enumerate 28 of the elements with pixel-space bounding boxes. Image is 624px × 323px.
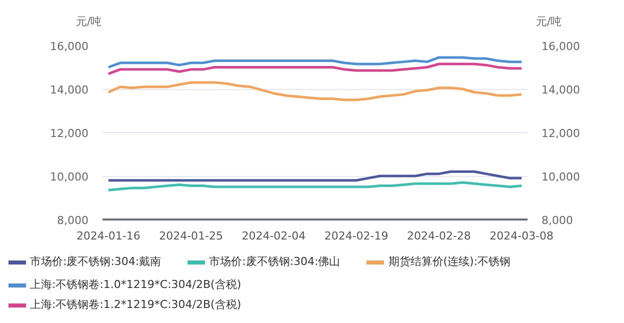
line-series	[107, 56, 523, 68]
legend-label: 上海:不锈钢卷:1.0*1219*C:304/2B(含税)	[30, 277, 242, 292]
line-series	[107, 181, 523, 192]
x-tick-label: 2024-02-04	[242, 230, 306, 242]
legend-label: 市场价:废不锈钢:304:佛山	[209, 254, 340, 269]
line-series	[107, 62, 523, 76]
x-tick-label: 2024-02-28	[406, 230, 471, 242]
y2-tick-label: 16,000	[542, 40, 580, 53]
y-tick-label: 14,000	[50, 84, 89, 96]
x-tick-label: 2024-02-19	[324, 230, 388, 242]
y-tick-label: 16,000	[50, 40, 89, 53]
y-tick-label: 12,000	[50, 127, 89, 140]
y2-tick-label: 14,000	[542, 84, 580, 96]
line-series	[107, 81, 523, 102]
x-tick-label: 2024-01-25	[159, 230, 224, 242]
line-series	[107, 170, 523, 182]
x-tick-label: 2024-03-08	[490, 230, 554, 242]
legend-label: 上海:不锈钢卷:1.2*1219*C:304/2B(含税)	[30, 297, 242, 312]
legend-label: 期货结算价(连续):不锈钢	[388, 254, 511, 269]
legend-label: 市场价:废不锈钢:304:戴南	[30, 254, 162, 269]
y2-tick-label: 8,000	[542, 214, 573, 227]
y2-axis-title: 元/吨	[536, 14, 562, 30]
y-axis-title: 元/吨	[76, 14, 102, 30]
x-tick-label: 2024-01-16	[76, 230, 140, 242]
y-tick-label: 10,000	[50, 170, 89, 184]
y2-tick-label: 10,000	[542, 170, 580, 184]
y-tick-label: 8,000	[57, 214, 89, 227]
y2-tick-label: 12,000	[542, 127, 580, 140]
